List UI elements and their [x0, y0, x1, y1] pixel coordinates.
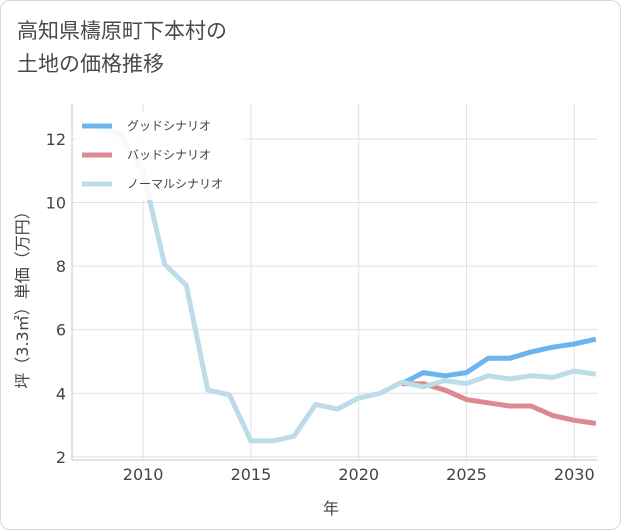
legend-label: グッドシナリオ [127, 119, 211, 133]
y-tick-label: 10 [46, 194, 66, 213]
y-tick-label: 12 [46, 130, 66, 149]
x-axis-title: 年 [323, 499, 339, 518]
bad-scenario-line [401, 381, 597, 426]
legend-item-bad: バッドシナリオ [82, 148, 211, 162]
y-tick-label: 8 [56, 257, 66, 276]
x-tick-label: 2025 [446, 465, 487, 484]
x-tick-label: 2010 [123, 465, 164, 484]
legend-label: ノーマルシナリオ [127, 177, 223, 191]
y-axis-title: 坪（3.3㎡）単価（万円） [13, 203, 32, 388]
axes [71, 104, 598, 461]
y-tick-label: 2 [56, 448, 66, 467]
normal-scenario-line [98, 123, 597, 444]
series-lines [98, 123, 597, 444]
x-tick-label: 2030 [554, 465, 595, 484]
good-scenario-line [400, 336, 597, 386]
y-tick-label: 6 [56, 321, 66, 340]
legend-item-good: グッドシナリオ [82, 119, 211, 133]
chart-title: 高知県檮原町下本村の 土地の価格推移 [17, 19, 227, 76]
x-tick-label: 2020 [338, 465, 379, 484]
legend-label: バッドシナリオ [127, 148, 211, 162]
y-tick-label: 4 [56, 384, 66, 403]
tick-labels: 2 4 6 8 10 12 2010 2015 2020 2025 2030 [46, 130, 595, 484]
legend-item-normal: ノーマルシナリオ [82, 177, 223, 191]
x-tick-label: 2015 [231, 465, 272, 484]
